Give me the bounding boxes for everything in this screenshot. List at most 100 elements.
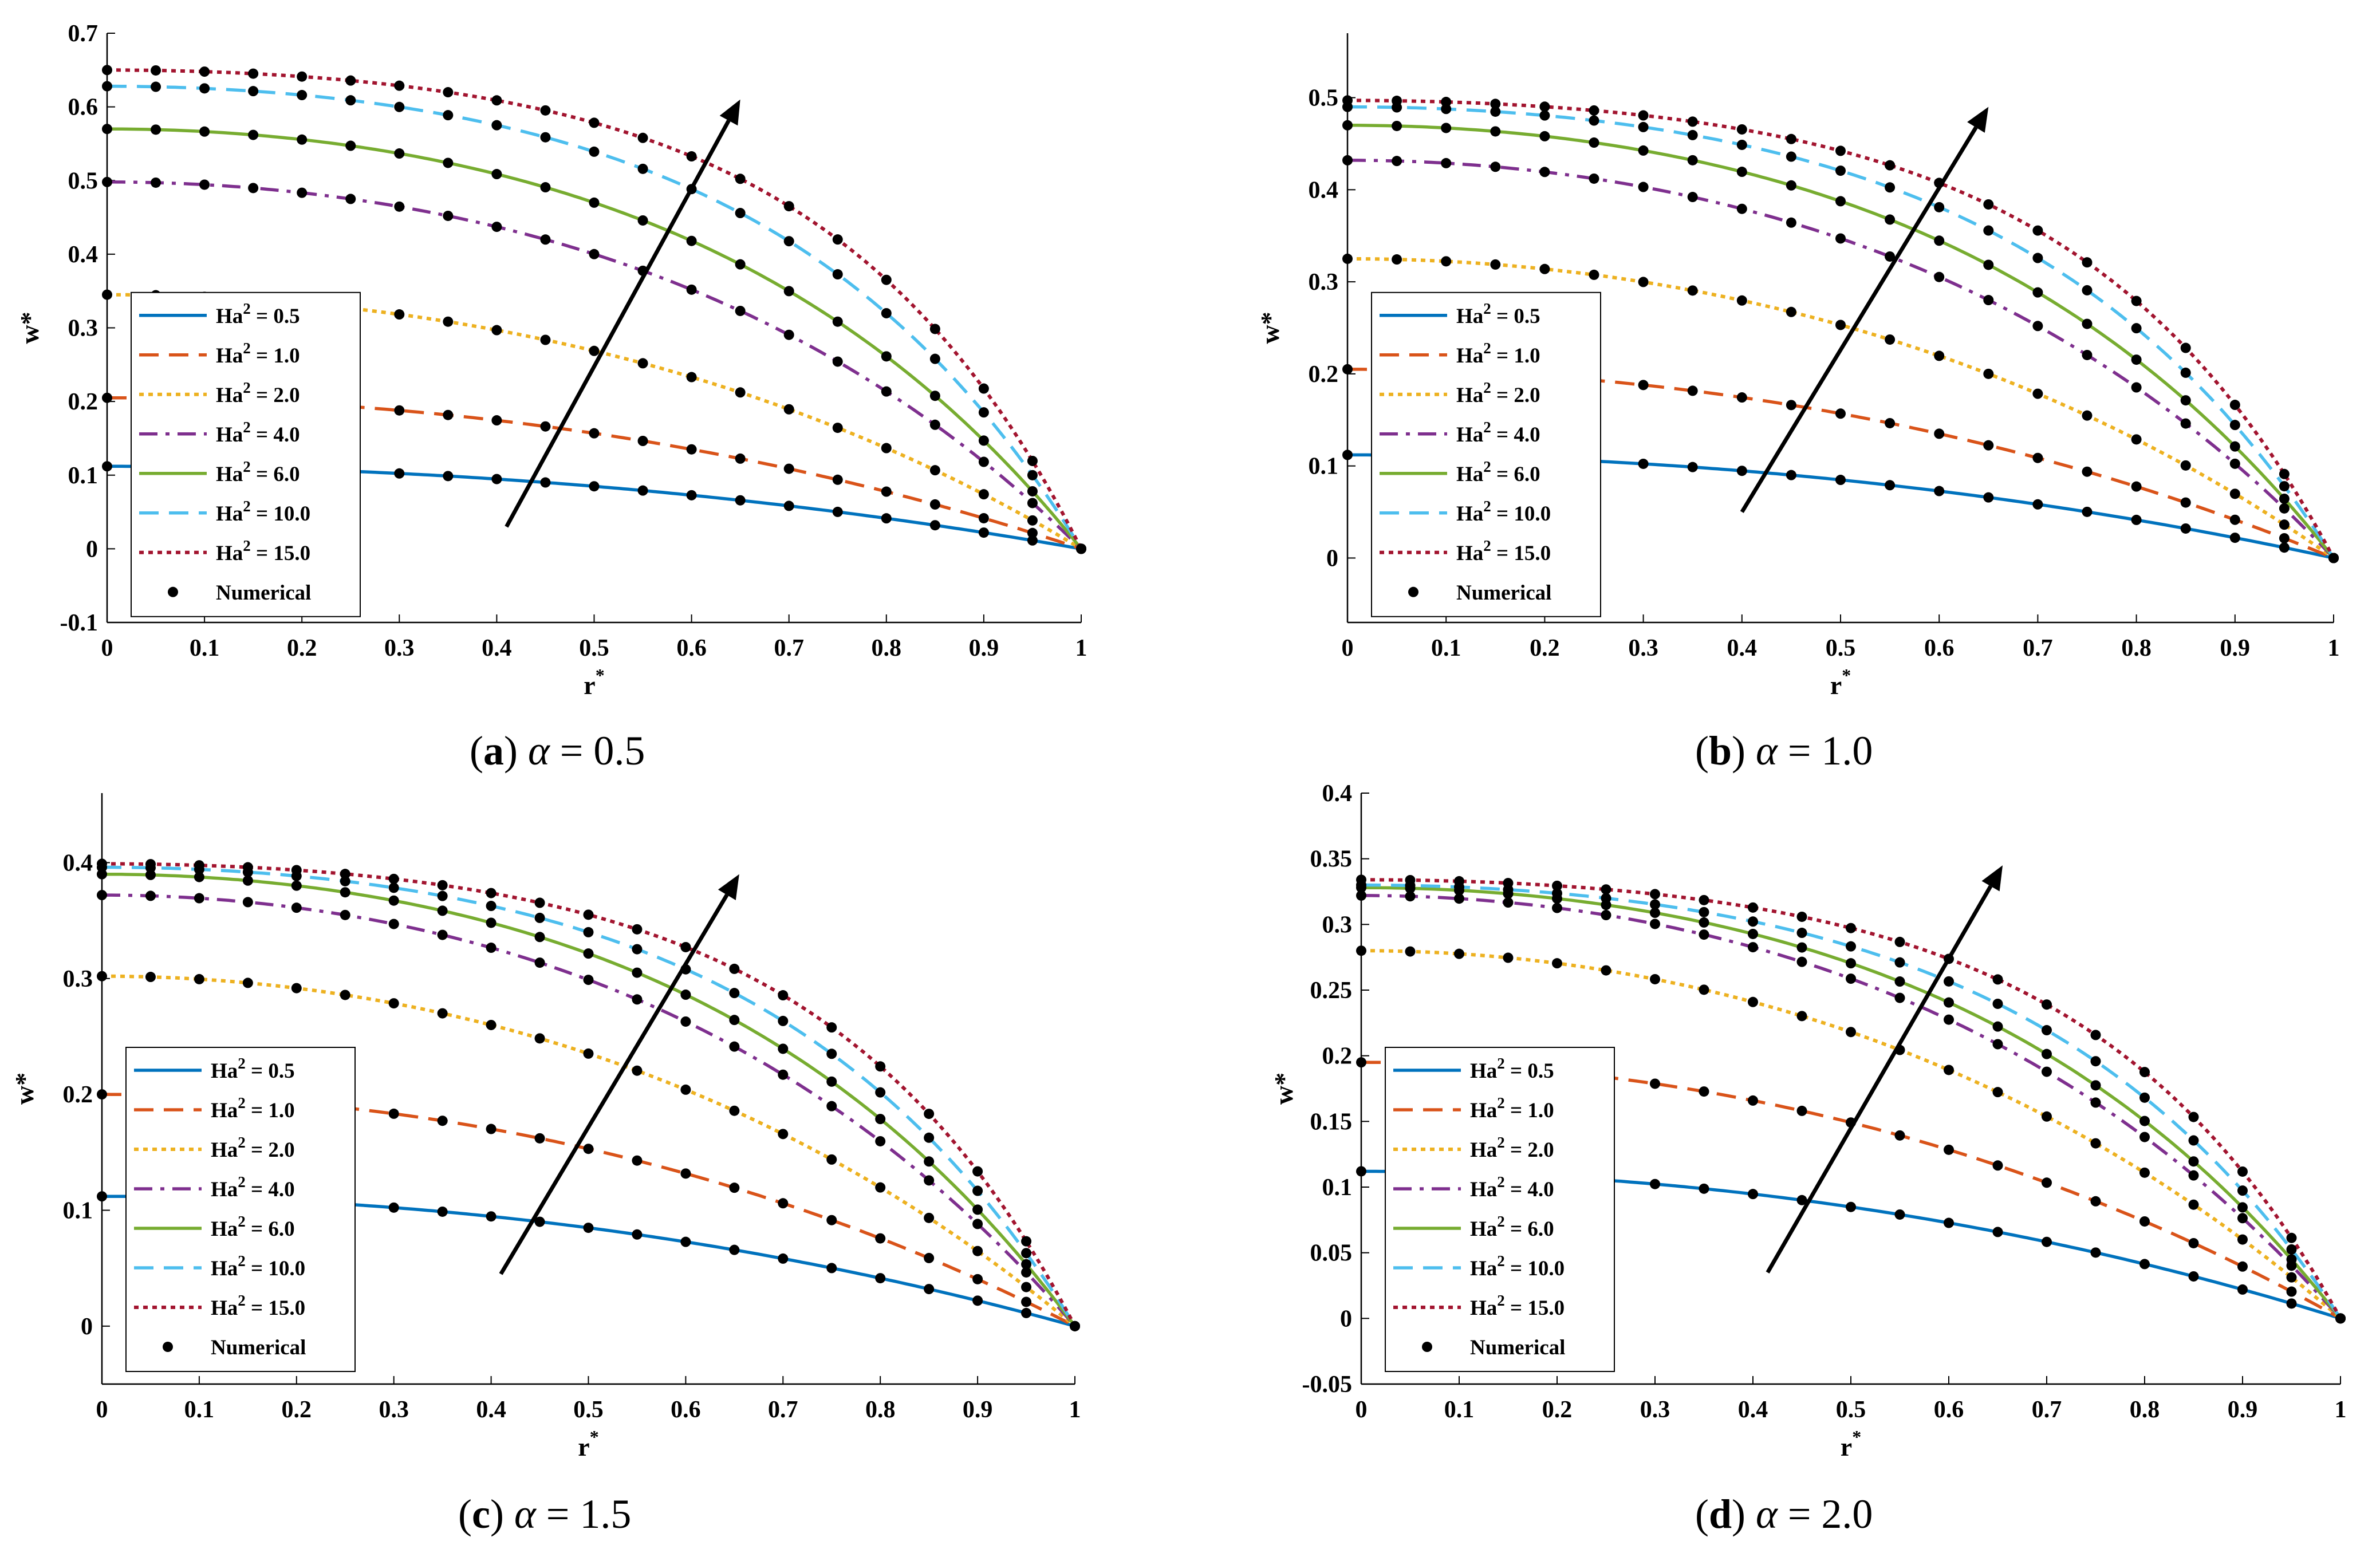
legend-entry-label: Ha2 = 10.0 xyxy=(1456,498,1551,526)
numerical-point xyxy=(2188,1135,2199,1146)
numerical-point xyxy=(2229,420,2240,431)
trend-arrow-head xyxy=(1981,865,2003,892)
numerical-point xyxy=(486,901,497,912)
legend-entry-label: Ha2 = 2.0 xyxy=(216,379,300,407)
numerical-point xyxy=(978,383,989,394)
numerical-point xyxy=(1589,269,1599,280)
numerical-point xyxy=(2188,1199,2199,1210)
x-tick-label: 0.6 xyxy=(1924,635,1955,661)
panel-caption: (d) α = 2.0 xyxy=(1695,1491,1873,1537)
numerical-point xyxy=(1885,160,1896,171)
trend-arrow-head xyxy=(719,99,740,126)
numerical-point xyxy=(735,208,746,219)
numerical-point xyxy=(2286,1244,2297,1255)
numerical-point xyxy=(929,353,940,364)
numerical-point xyxy=(589,197,600,208)
numerical-point xyxy=(2279,519,2290,530)
legend-entry-ha: Ha xyxy=(1456,305,1483,328)
numerical-point xyxy=(632,967,643,978)
numerical-point xyxy=(534,1033,545,1044)
numerical-point xyxy=(924,1132,935,1143)
legend-entry-value: = 2.0 xyxy=(246,1138,295,1162)
numerical-point xyxy=(1405,946,1416,957)
numerical-point xyxy=(1076,543,1086,554)
numerical-point xyxy=(583,948,594,959)
numerical-point xyxy=(97,1191,107,1202)
x-tick-label: 0.2 xyxy=(282,1397,312,1423)
x-tick-label: 0.3 xyxy=(1628,635,1658,661)
legend-entry-label: Ha2 = 6.0 xyxy=(216,458,300,486)
numerical-point xyxy=(2229,458,2240,469)
numerical-point xyxy=(486,943,497,953)
numerical-point xyxy=(1846,941,1856,952)
caption-paren-open: ( xyxy=(1695,728,1709,774)
legend-entry-ha: Ha xyxy=(216,463,243,486)
numerical-point xyxy=(1392,254,1402,265)
numerical-point xyxy=(2286,1272,2297,1283)
numerical-point xyxy=(783,329,794,340)
legend-entry-value: = 1.0 xyxy=(1491,344,1540,368)
legend-entry-value: = 15.0 xyxy=(246,1296,305,1320)
legend-entry-label: Ha2 = 2.0 xyxy=(1470,1134,1554,1162)
numerical-point xyxy=(2180,460,2191,471)
numerical-point xyxy=(1992,1039,2003,1050)
numerical-point xyxy=(2032,253,2043,263)
numerical-point xyxy=(1983,295,1994,306)
numerical-point xyxy=(778,1069,789,1080)
numerical-point xyxy=(1894,976,1905,987)
numerical-point xyxy=(1835,196,1846,207)
numerical-point xyxy=(978,527,989,538)
numerical-point xyxy=(491,415,502,426)
legend-entry-ha: Ha xyxy=(1456,384,1483,407)
numerical-point xyxy=(388,1202,399,1213)
x-tick-label: 0.2 xyxy=(1530,635,1560,661)
y-tick-label: 0.5 xyxy=(68,168,98,194)
legend-entry-value: = 0.5 xyxy=(251,305,300,328)
series-line-ha2-2 xyxy=(102,974,1076,1328)
numerical-point xyxy=(297,90,308,101)
numerical-point xyxy=(102,461,112,472)
legend-entry-ha: Ha xyxy=(211,1217,238,1241)
numerical-point xyxy=(1021,1248,1032,1259)
numerical-point xyxy=(1356,874,1366,885)
numerical-point xyxy=(486,888,497,898)
numerical-point xyxy=(1601,893,1611,904)
numerical-point xyxy=(2279,468,2290,479)
legend-entry-sup: 2 xyxy=(1483,340,1491,357)
numerical-point xyxy=(1356,1057,1366,1068)
numerical-point xyxy=(2032,287,2043,298)
numerical-point xyxy=(394,201,405,212)
numerical-point xyxy=(1796,1105,1807,1116)
numerical-point xyxy=(1539,131,1550,141)
numerical-point xyxy=(2279,533,2290,543)
numerical-point xyxy=(1070,1321,1080,1331)
numerical-point xyxy=(437,929,448,940)
numerical-point xyxy=(1736,295,1747,306)
caption-letter: c xyxy=(472,1491,490,1537)
numerical-point xyxy=(388,1108,399,1119)
legend-entry-label: Ha2 = 4.0 xyxy=(1470,1173,1554,1201)
numerical-point xyxy=(1934,428,1945,439)
numerical-point xyxy=(881,351,892,362)
legend-entry-ha: Ha xyxy=(216,384,243,407)
numerical-point xyxy=(2139,1167,2150,1178)
legend-entry-label: Ha2 = 2.0 xyxy=(211,1134,295,1162)
legend-entry-ha: Ha xyxy=(216,502,243,526)
numerical-point xyxy=(2180,497,2191,508)
numerical-point xyxy=(388,882,399,893)
caption-paren-close: ) xyxy=(1732,1491,1756,1537)
numerical-point xyxy=(924,1252,935,1263)
numerical-point xyxy=(632,1065,643,1076)
numerical-point xyxy=(1638,380,1649,391)
x-tick-label: 1 xyxy=(1075,635,1087,661)
numerical-point xyxy=(1894,936,1905,947)
numerical-point xyxy=(735,174,746,184)
numerical-point xyxy=(1650,908,1660,919)
numerical-point xyxy=(875,1182,886,1193)
numerical-point xyxy=(2139,1092,2150,1103)
numerical-point xyxy=(1992,1087,2003,1098)
numerical-point xyxy=(2139,1116,2150,1126)
numerical-point xyxy=(1796,1011,1807,1022)
legend-numerical-label: Numerical xyxy=(211,1336,306,1359)
